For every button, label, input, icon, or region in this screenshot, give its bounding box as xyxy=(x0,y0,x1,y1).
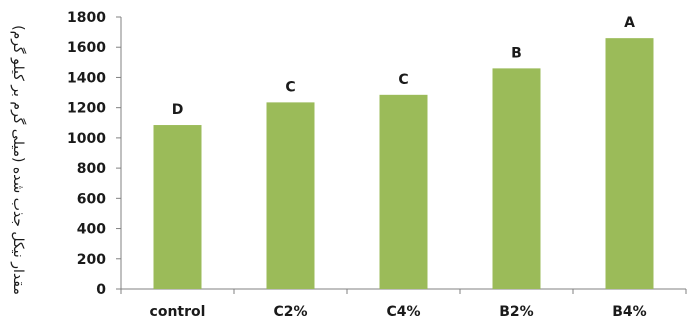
y-tick-label: 200 xyxy=(77,252,106,268)
y-tick-label: 1400 xyxy=(67,70,106,86)
y-tick-label: 600 xyxy=(77,191,106,207)
y-tick-label: 1600 xyxy=(67,40,106,56)
x-category-label: C2% xyxy=(273,304,307,320)
y-axis-label: مقدار نیکل جذب شده (میلی گرم بر کیلو گرم… xyxy=(10,25,27,295)
x-category-label: B2% xyxy=(499,304,533,320)
category-labels: control C2% C4% B2% B4% xyxy=(150,304,647,320)
y-tick-label: 400 xyxy=(77,222,106,238)
bar-letter-label: C xyxy=(285,79,295,95)
bar-letter-label: A xyxy=(624,15,635,31)
x-axis xyxy=(120,288,687,294)
bar-letter-label: C xyxy=(398,72,408,88)
bar-letter-labels: D C C B A xyxy=(172,15,635,118)
bar-letter-label: D xyxy=(172,102,184,118)
x-category-label: B4% xyxy=(612,304,646,320)
bar xyxy=(379,94,428,289)
x-category-label: control xyxy=(150,304,206,320)
bars xyxy=(153,38,654,290)
y-tick-label: 1800 xyxy=(67,10,106,26)
bar xyxy=(605,38,654,290)
y-tick-label: 1000 xyxy=(67,131,106,147)
bar xyxy=(153,125,202,290)
y-axis: 0 200 400 600 800 1000 1200 1400 1600 1800 xyxy=(67,10,122,298)
y-tick-label: 800 xyxy=(77,161,106,177)
bar xyxy=(492,68,541,289)
bar-letter-label: B xyxy=(511,45,522,61)
y-tick-label: 0 xyxy=(96,282,106,298)
y-tick-label: 1200 xyxy=(67,101,106,117)
x-category-label: C4% xyxy=(386,304,420,320)
bar xyxy=(266,102,315,289)
